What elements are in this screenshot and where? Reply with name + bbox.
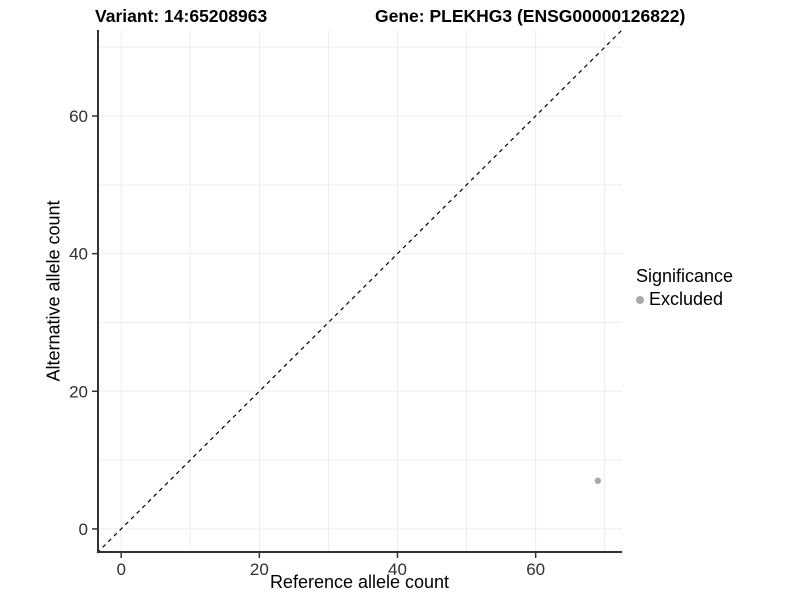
x-tick-label: 0 xyxy=(116,560,125,579)
y-axis-title: Alternative allele count xyxy=(43,200,64,382)
identity-line xyxy=(96,29,623,554)
variant-title: Variant: 14:65208963 xyxy=(95,6,268,26)
legend-item-label: Excluded xyxy=(649,289,724,309)
y-tick-label: 60 xyxy=(69,107,88,126)
plot-panel: 0 20 40 60 0 20 40 60 xyxy=(69,29,623,579)
x-tick-label: 40 xyxy=(388,560,407,579)
y-tick-label: 20 xyxy=(69,382,88,401)
x-axis-title: Reference allele count xyxy=(269,572,450,592)
y-tick-label: 40 xyxy=(69,245,88,264)
legend-items: Excluded xyxy=(636,289,733,310)
gene-title: Gene: PLEKHG3 (ENSG00000126822) xyxy=(375,6,686,26)
legend-item: Excluded xyxy=(636,289,733,310)
data-point xyxy=(594,477,602,484)
legend: Significance Excluded xyxy=(636,266,733,310)
legend-title: Significance xyxy=(636,266,734,286)
y-tick-label: 0 xyxy=(79,520,88,539)
x-tick-label: 60 xyxy=(526,560,545,579)
legend-dot-icon xyxy=(636,295,644,304)
x-tick-label: 20 xyxy=(250,560,269,579)
